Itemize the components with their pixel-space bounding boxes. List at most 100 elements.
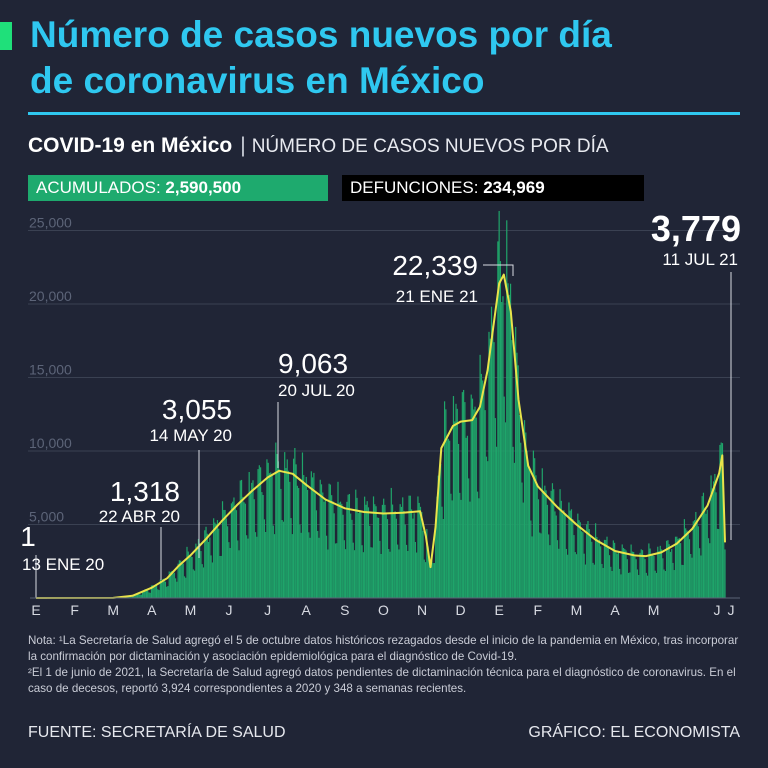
daily-bar bbox=[487, 461, 489, 598]
daily-bar bbox=[474, 406, 476, 598]
daily-bar bbox=[163, 578, 165, 598]
daily-bar bbox=[419, 506, 422, 598]
daily-bar bbox=[290, 518, 292, 598]
daily-bar bbox=[620, 574, 622, 598]
daily-bar bbox=[227, 526, 229, 598]
daily-bar bbox=[663, 569, 665, 598]
daily-bar bbox=[408, 495, 410, 598]
daily-bar bbox=[639, 552, 641, 598]
daily-bar bbox=[450, 493, 452, 598]
daily-bar bbox=[683, 519, 686, 598]
daily-bar bbox=[242, 496, 244, 598]
daily-bar bbox=[426, 529, 428, 598]
daily-bar bbox=[399, 504, 401, 598]
daily-bar bbox=[616, 553, 618, 598]
daily-bar bbox=[536, 484, 538, 598]
daily-bar bbox=[515, 326, 517, 598]
daily-bar bbox=[709, 543, 711, 598]
daily-bar bbox=[473, 409, 475, 598]
daily-bar bbox=[705, 513, 707, 598]
daily-bar bbox=[679, 543, 682, 598]
daily-bar bbox=[213, 518, 215, 598]
daily-bar bbox=[436, 496, 438, 598]
daily-bar bbox=[136, 593, 139, 598]
daily-bar bbox=[161, 580, 163, 598]
daily-bar bbox=[380, 553, 382, 598]
daily-bar bbox=[318, 537, 320, 598]
daily-bar bbox=[185, 577, 187, 598]
daily-bar bbox=[301, 452, 304, 598]
daily-bar bbox=[323, 501, 325, 598]
annotation-date: 13 ENE 20 bbox=[22, 555, 104, 574]
daily-bar bbox=[636, 569, 639, 598]
daily-bar bbox=[554, 511, 556, 598]
x-tick-label: J bbox=[264, 602, 271, 618]
daily-bar bbox=[157, 589, 159, 598]
daily-bar bbox=[701, 496, 703, 598]
daily-bar bbox=[569, 510, 571, 598]
daily-bar bbox=[216, 520, 219, 598]
daily-bar bbox=[346, 501, 348, 598]
daily-bar bbox=[625, 550, 627, 598]
daily-bar bbox=[432, 563, 434, 598]
daily-bar bbox=[626, 559, 628, 598]
daily-bar bbox=[149, 592, 151, 598]
daily-bar bbox=[583, 553, 585, 598]
daily-bar bbox=[433, 562, 436, 598]
daily-bar bbox=[546, 504, 548, 598]
daily-bar bbox=[336, 543, 338, 598]
daily-bar bbox=[183, 576, 186, 598]
daily-bar bbox=[148, 592, 150, 598]
daily-bar bbox=[395, 518, 397, 598]
daily-bar bbox=[605, 539, 607, 598]
daily-bar bbox=[676, 536, 678, 598]
daily-bar bbox=[488, 331, 490, 598]
daily-bar bbox=[130, 596, 132, 598]
daily-bar bbox=[166, 586, 168, 598]
daily-bar bbox=[286, 459, 288, 598]
daily-bar bbox=[209, 537, 211, 598]
daily-bar bbox=[710, 475, 712, 598]
daily-bar bbox=[267, 462, 269, 598]
daily-bar bbox=[327, 549, 329, 598]
accent-bar bbox=[0, 22, 12, 50]
acumulados-badge: ACUMULADOS: 2,590,500 bbox=[28, 175, 328, 201]
daily-bar bbox=[244, 503, 246, 598]
title-line-2: de coronavirus en México bbox=[30, 60, 485, 101]
x-tick-label: S bbox=[340, 602, 349, 618]
daily-bar bbox=[239, 480, 241, 598]
footnote-1: Nota: ¹La Secretaría de Salud agregó el … bbox=[28, 634, 739, 663]
daily-bar bbox=[629, 572, 631, 598]
daily-bar bbox=[573, 535, 575, 598]
daily-bar bbox=[257, 469, 259, 598]
daily-bar bbox=[610, 566, 612, 598]
daily-bar bbox=[570, 509, 573, 598]
daily-bar bbox=[548, 534, 550, 598]
daily-bar bbox=[560, 500, 562, 598]
daily-bar bbox=[602, 567, 604, 598]
daily-bar bbox=[202, 567, 205, 598]
daily-bar bbox=[258, 465, 260, 598]
daily-bar bbox=[496, 446, 498, 598]
daily-bar bbox=[292, 458, 295, 598]
daily-bar bbox=[197, 538, 200, 598]
daily-bar bbox=[204, 530, 206, 598]
daily-bar bbox=[412, 518, 414, 598]
daily-bar bbox=[603, 539, 606, 598]
daily-bar bbox=[640, 549, 642, 598]
daily-bar bbox=[276, 453, 278, 598]
page-title: Número de casos nuevos por día de corona… bbox=[30, 12, 750, 104]
daily-bar bbox=[451, 500, 453, 598]
daily-bar bbox=[206, 533, 208, 598]
daily-bar bbox=[263, 519, 266, 598]
daily-bar bbox=[597, 540, 599, 598]
x-tick-label: N bbox=[417, 602, 427, 618]
daily-bar bbox=[540, 533, 542, 598]
daily-bar bbox=[461, 392, 463, 598]
chart-subtitle: COVID-19 en México | NÚMERO DE CASOS NUEVO… bbox=[28, 134, 609, 158]
daily-bar bbox=[390, 487, 392, 598]
daily-bar bbox=[622, 547, 625, 598]
daily-bar bbox=[214, 522, 216, 598]
daily-bar bbox=[243, 502, 245, 598]
